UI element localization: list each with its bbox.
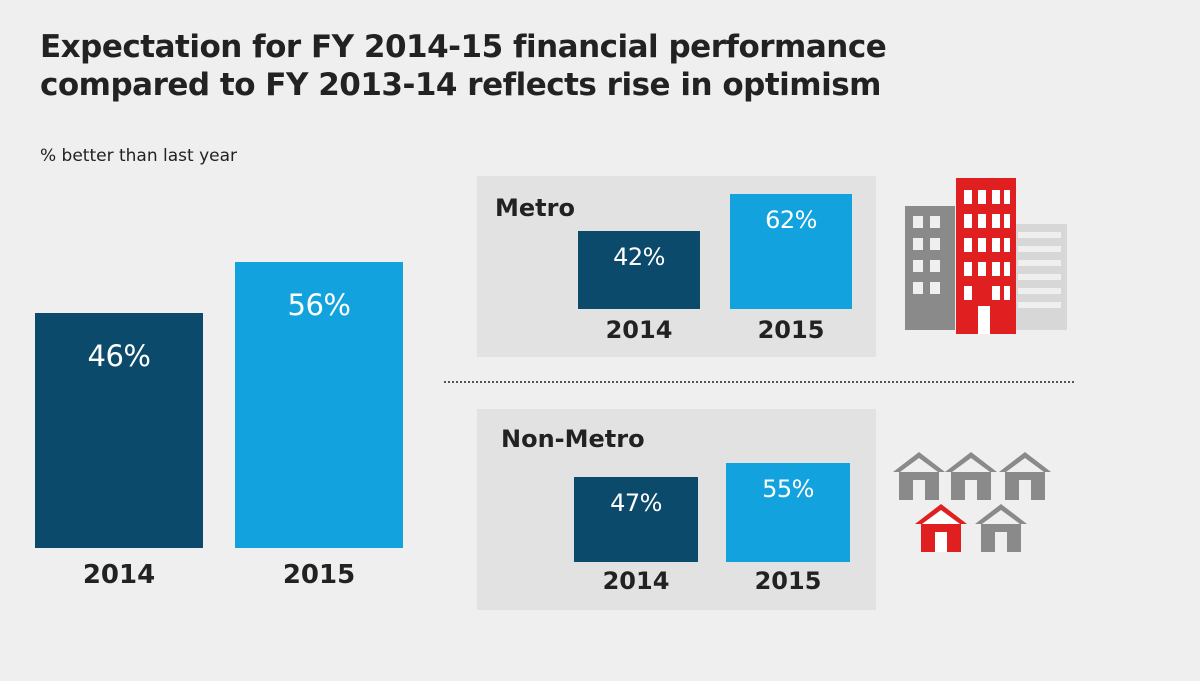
bar-2015: 62% bbox=[730, 194, 852, 309]
bar-value-label: 42% bbox=[613, 243, 665, 272]
non-metro-label: Non-Metro bbox=[501, 425, 645, 453]
bar-value-label: 55% bbox=[762, 475, 814, 503]
category-label: 2015 bbox=[282, 560, 356, 590]
bar-2015: 56% bbox=[235, 262, 403, 548]
metro-panel: Metro 42% 2014 62% 2015 bbox=[477, 176, 876, 357]
bar-2014: 47% bbox=[574, 477, 698, 562]
category-label: 2015 bbox=[757, 316, 825, 344]
bar-2015: 55% bbox=[726, 463, 850, 562]
category-label: 2014 bbox=[82, 560, 156, 590]
bar-2014: 42% bbox=[578, 231, 700, 309]
section-divider bbox=[444, 381, 1074, 383]
bar-value-label: 56% bbox=[287, 288, 351, 323]
bar-value-label: 62% bbox=[765, 206, 817, 235]
bar-value-label: 46% bbox=[87, 339, 151, 374]
category-label: 2014 bbox=[602, 567, 670, 595]
bar-2014: 46% bbox=[35, 313, 203, 548]
houses-icon bbox=[893, 452, 1051, 552]
category-label: 2015 bbox=[754, 567, 822, 595]
category-label: 2014 bbox=[605, 316, 673, 344]
chart-title: Expectation for FY 2014-15 financial per… bbox=[40, 29, 887, 103]
chart-subtitle: % better than last year bbox=[40, 146, 238, 166]
non-metro-panel: Non-Metro 47% 2014 55% 2015 bbox=[477, 409, 876, 610]
city-buildings-icon bbox=[905, 178, 1067, 334]
metro-label: Metro bbox=[495, 194, 575, 222]
bar-value-label: 47% bbox=[610, 489, 662, 518]
